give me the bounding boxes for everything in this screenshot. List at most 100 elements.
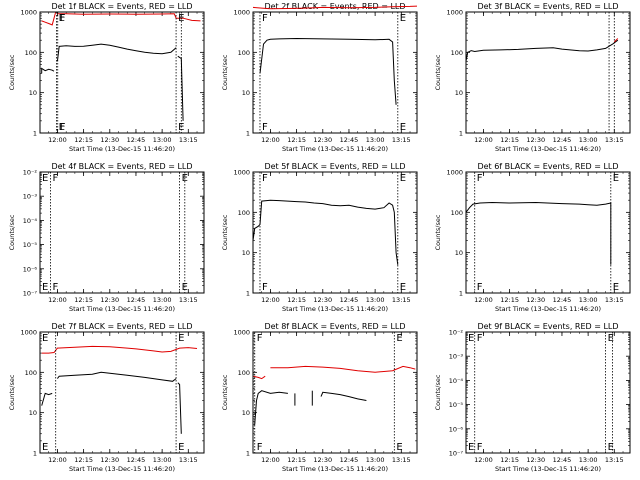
x-tick-label: 13:00 bbox=[153, 456, 172, 464]
y-tick-label: 1000 bbox=[233, 169, 250, 177]
x-tick-label: 12:30 bbox=[313, 296, 332, 304]
x-tick-label: 13:15 bbox=[392, 456, 411, 464]
flag-label-top: F bbox=[60, 13, 66, 24]
x-tick-label: 13:00 bbox=[366, 136, 385, 144]
panel-8: Det 8f BLACK = Events, RED = LLD Counts/s… bbox=[221, 322, 418, 473]
plot-frame bbox=[252, 11, 418, 134]
y-tick-label: 10⁻⁴ bbox=[23, 217, 38, 225]
y-tick-label: 10 bbox=[29, 409, 37, 417]
plot-frame bbox=[39, 11, 205, 134]
flag-label-top: E bbox=[178, 333, 184, 344]
x-tick-label: 12:15 bbox=[500, 136, 519, 144]
y-axis-label: Counts/sec bbox=[221, 214, 229, 250]
flag-label-top: E bbox=[42, 333, 48, 344]
x-axis-label: Start Time (13-Dec-15 11:46:20) bbox=[69, 305, 175, 313]
lld-series-line bbox=[41, 11, 57, 26]
y-tick-label: 1000 bbox=[233, 9, 250, 17]
x-tick-label: 12:00 bbox=[261, 136, 280, 144]
x-tick-label: 13:15 bbox=[179, 136, 198, 144]
flag-label-top: E bbox=[400, 13, 406, 24]
y-tick-label: 10⁻² bbox=[449, 329, 464, 337]
x-tick-label: 13:15 bbox=[605, 296, 624, 304]
y-axis-label: Counts/sec bbox=[434, 54, 442, 90]
y-tick-label: 10 bbox=[242, 89, 250, 97]
x-axis-label: Start Time (13-Dec-15 11:46:20) bbox=[282, 305, 388, 313]
y-axis-label: Counts/sec bbox=[434, 214, 442, 250]
flag-label-top: F bbox=[262, 173, 268, 184]
y-tick-label: 1 bbox=[33, 450, 37, 458]
y-axis-label: Counts/sec bbox=[434, 374, 442, 410]
x-tick-label: 13:00 bbox=[153, 136, 172, 144]
y-tick-label: 100 bbox=[451, 209, 463, 217]
flag-label-bottom: F bbox=[60, 122, 66, 133]
flag-label-bottom: F bbox=[257, 442, 263, 453]
y-tick-label: 1 bbox=[459, 290, 463, 298]
y-tick-label: 10 bbox=[455, 89, 463, 97]
x-axis-label: Start Time (13-Dec-15 11:46:20) bbox=[282, 145, 388, 153]
x-tick-label: 12:15 bbox=[287, 136, 306, 144]
y-tick-label: 10⁻⁴ bbox=[449, 377, 464, 385]
x-tick-label: 12:45 bbox=[553, 296, 572, 304]
flag-label-bottom: F bbox=[477, 282, 483, 293]
panel-title: Det 4f BLACK = Events, RED = LLD bbox=[51, 162, 192, 171]
y-axis-label: Counts/sec bbox=[8, 374, 16, 410]
x-tick-label: 12:45 bbox=[340, 456, 359, 464]
x-tick-label: 13:15 bbox=[605, 456, 624, 464]
x-tick-label: 13:00 bbox=[579, 296, 598, 304]
y-tick-label: 10 bbox=[29, 89, 37, 97]
y-tick-label: 1 bbox=[246, 290, 250, 298]
flag-label-top: E bbox=[608, 333, 614, 344]
plot-frame bbox=[465, 171, 631, 294]
flag-label-top: F bbox=[262, 13, 268, 24]
x-tick-label: 12:15 bbox=[287, 456, 306, 464]
x-axis-label: Start Time (13-Dec-15 11:46:20) bbox=[495, 145, 601, 153]
y-tick-label: 1000 bbox=[20, 329, 37, 337]
flag-label-top: E bbox=[42, 173, 48, 184]
flag-label-bottom: E bbox=[42, 442, 48, 453]
events-series-line bbox=[320, 391, 367, 401]
panel-7: Det 7f BLACK = Events, RED = LLD Counts/s… bbox=[8, 322, 205, 473]
flag-label-bottom: E bbox=[613, 282, 619, 293]
flag-label-top: F bbox=[257, 333, 263, 344]
panel-title: Det 5f BLACK = Events, RED = LLD bbox=[264, 162, 405, 171]
panel-title: Det 2f BLACK = Events, RED = LLD bbox=[264, 2, 405, 11]
y-tick-label: 10 bbox=[455, 249, 463, 257]
flag-label-top: E bbox=[468, 333, 474, 344]
y-tick-label: 10⁻² bbox=[23, 169, 38, 177]
x-tick-label: 13:00 bbox=[153, 296, 172, 304]
panel-4: Det 4f BLACK = Events, RED = LLD Counts/s… bbox=[8, 162, 205, 313]
events-series-line bbox=[41, 392, 53, 406]
x-axis-label: Start Time (13-Dec-15 11:46:20) bbox=[282, 465, 388, 473]
x-tick-label: 13:00 bbox=[579, 456, 598, 464]
x-tick-label: 12:00 bbox=[474, 136, 493, 144]
y-tick-label: 100 bbox=[238, 369, 250, 377]
x-tick-label: 13:15 bbox=[605, 136, 624, 144]
y-tick-label: 1 bbox=[246, 450, 250, 458]
x-axis-label: Start Time (13-Dec-15 11:46:20) bbox=[69, 465, 175, 473]
y-tick-label: 10 bbox=[242, 409, 250, 417]
y-tick-label: 10⁻³ bbox=[23, 193, 38, 201]
flag-label-top: F bbox=[52, 173, 58, 184]
events-series-line bbox=[259, 37, 397, 105]
lld-series-line bbox=[252, 375, 266, 380]
flag-label-top: F bbox=[477, 173, 483, 184]
events-series-line bbox=[254, 390, 288, 425]
flag-label-bottom: E bbox=[59, 122, 65, 133]
flag-label-top: E bbox=[400, 173, 406, 184]
flag-label-bottom: E bbox=[178, 442, 184, 453]
x-tick-label: 13:00 bbox=[366, 296, 385, 304]
flag-label-bottom: F bbox=[262, 282, 268, 293]
x-tick-label: 12:00 bbox=[48, 296, 67, 304]
panel-3: Det 3f BLACK = Events, RED = LLD Counts/s… bbox=[434, 2, 631, 153]
x-axis-label: Start Time (13-Dec-15 11:46:20) bbox=[69, 145, 175, 153]
y-tick-label: 100 bbox=[25, 49, 37, 57]
panel-5: Det 5f BLACK = Events, RED = LLD Counts/s… bbox=[221, 162, 418, 313]
flag-label-bottom: F bbox=[477, 442, 483, 453]
y-tick-label: 1000 bbox=[446, 9, 463, 17]
y-axis-label: Counts/sec bbox=[8, 54, 16, 90]
flag-label-top: E bbox=[59, 13, 65, 24]
panel-1: Det 1f BLACK = Events, RED = LLD Counts/s… bbox=[8, 2, 205, 153]
panel-title: Det 1f BLACK = Events, RED = LLD bbox=[51, 2, 192, 11]
events-series-line bbox=[41, 67, 55, 74]
x-tick-label: 12:45 bbox=[553, 456, 572, 464]
